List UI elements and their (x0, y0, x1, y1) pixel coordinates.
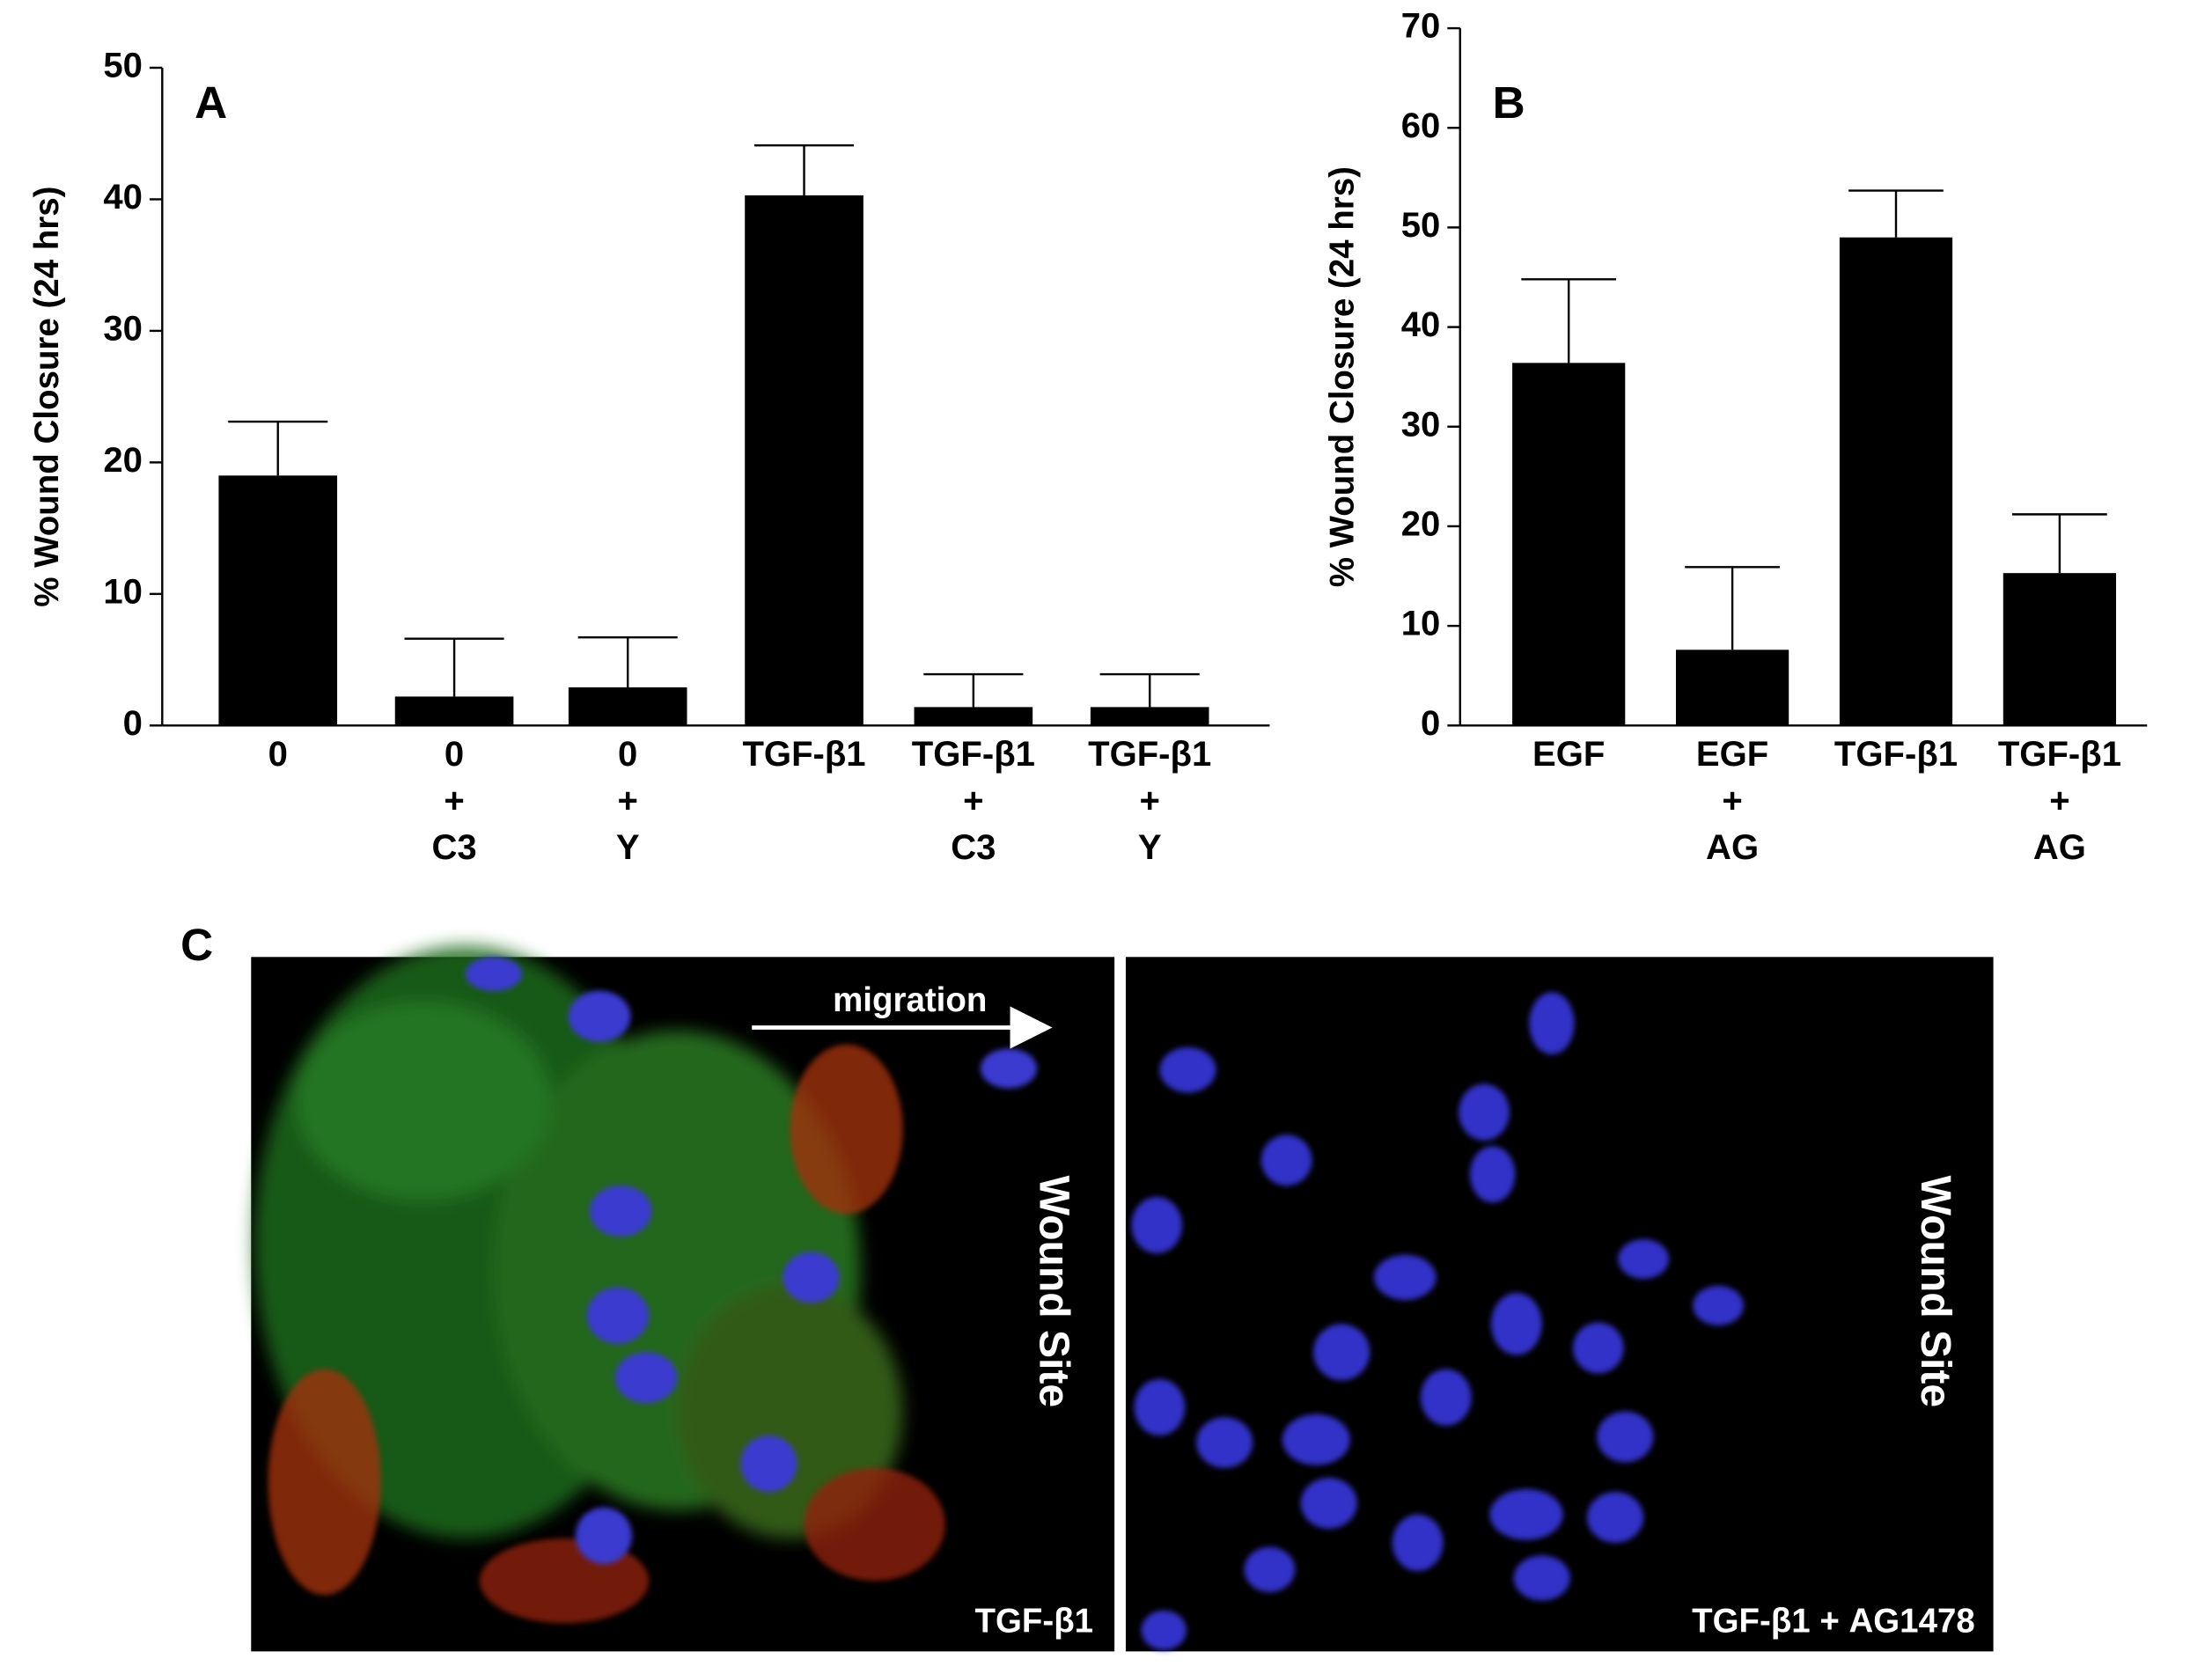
bar (745, 195, 863, 726)
x-tick-label: + (1722, 782, 1742, 820)
image-side-label: Wound Site (1912, 1176, 1959, 1408)
y-tick-label: 50 (1401, 206, 1441, 245)
x-tick-label: EGF (1696, 735, 1768, 774)
y-tick-label: 40 (1401, 305, 1441, 344)
x-tick-label: + (444, 782, 464, 820)
x-tick-label: TGF-β1 (1834, 735, 1958, 774)
chart-title: B (1493, 77, 1525, 128)
x-tick-label: TGF-β1 (742, 735, 865, 774)
y-tick-label: 10 (103, 572, 143, 611)
x-tick-label: EGF (1532, 735, 1605, 774)
y-tick-label: 50 (103, 47, 143, 85)
bar (1675, 650, 1789, 726)
y-tick-label: 0 (1421, 704, 1440, 743)
x-tick-label: + (617, 782, 637, 820)
y-tick-label: 70 (1401, 7, 1441, 46)
y-tick-label: 30 (103, 309, 143, 348)
arrow-label: migration (833, 981, 987, 1019)
y-axis-label: % Wound Closure (24 hrs) (1324, 166, 1362, 587)
bar (568, 686, 687, 726)
x-tick-label: Y (616, 828, 640, 867)
y-tick-label: 20 (103, 441, 143, 480)
x-tick-label: 0 (618, 735, 637, 774)
x-tick-label: TGF-β1 (1998, 735, 2121, 774)
y-tick-label: 60 (1401, 106, 1441, 145)
x-tick-label: + (1139, 782, 1159, 820)
x-tick-label: TGF-β1 (912, 735, 1035, 774)
y-tick-label: 10 (1401, 605, 1441, 643)
x-tick-label: + (963, 782, 983, 820)
image-caption: TGF-β1 + AG1478 (1692, 1602, 1975, 1640)
y-tick-label: 30 (1401, 405, 1441, 444)
chart-title: A (195, 77, 227, 128)
x-tick-label: 0 (445, 735, 464, 774)
x-tick-label: 0 (268, 735, 288, 774)
x-tick-label: AG (2033, 828, 2086, 867)
bar (1839, 237, 1953, 726)
x-tick-label: TGF-β1 (1088, 735, 1211, 774)
bar (218, 475, 338, 726)
y-axis-label: % Wound Closure (24 hrs) (28, 187, 66, 607)
x-tick-label: C3 (431, 828, 476, 867)
x-tick-label: C3 (951, 828, 996, 867)
y-tick-label: 40 (103, 178, 143, 217)
bar (1090, 707, 1209, 726)
y-tick-label: 0 (123, 704, 143, 743)
image-caption: TGF-β1 (975, 1602, 1094, 1640)
bar (1512, 363, 1626, 726)
x-tick-label: AG (1706, 828, 1759, 867)
x-tick-label: Y (1138, 828, 1162, 867)
bar (2003, 573, 2117, 726)
bar (394, 696, 514, 726)
y-tick-label: 20 (1401, 505, 1441, 544)
image-side-label: Wound Site (1030, 1176, 1077, 1408)
panel-label: C (180, 920, 213, 970)
micrograph-right: Wound Site TGF-β1 + AG1478 (1125, 957, 1994, 1652)
micrograph-left: migration Wound Site TGF-β1 (251, 945, 1115, 1652)
x-tick-label: + (2049, 782, 2069, 820)
bar (914, 707, 1033, 726)
